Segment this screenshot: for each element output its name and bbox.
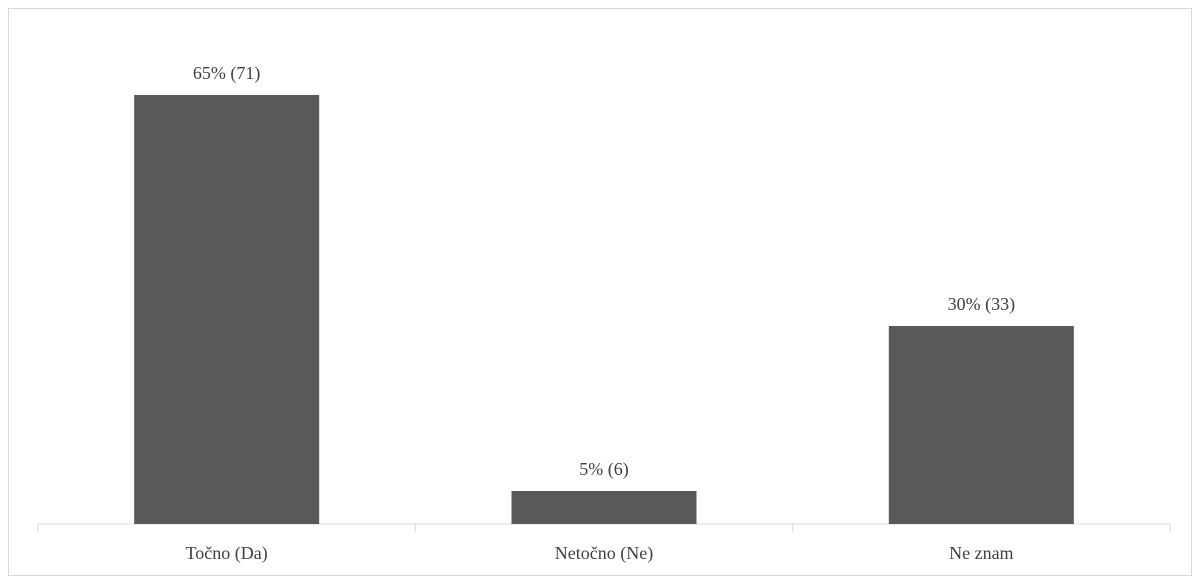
x-axis-ticks [37,524,1171,532]
x-tick-label: Netočno (Ne) [555,543,653,564]
bar [888,326,1074,524]
data-label: 5% (6) [579,459,628,480]
x-tick-label: Ne znam [949,543,1013,563]
data-labels-group: 65% (71) 5% (6) 30% (33) [193,63,1015,480]
bar [134,95,320,524]
bars-group [134,95,1074,524]
x-tick-labels-group: Točno (Da) Netočno (Ne) Ne znam [186,543,1014,564]
bar [511,491,697,524]
x-tick-label: Točno (Da) [186,543,268,564]
data-label: 30% (33) [948,294,1015,315]
data-label: 65% (71) [193,63,260,84]
